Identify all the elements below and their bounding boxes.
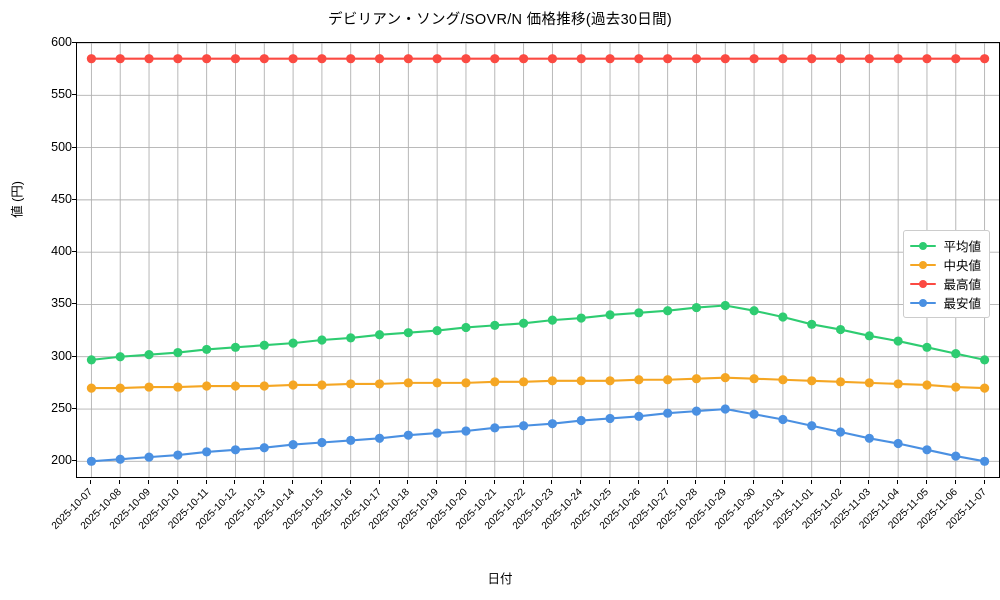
y-tick-mark bbox=[72, 303, 76, 305]
x-tick-mark bbox=[753, 480, 755, 484]
y-tick-mark bbox=[72, 251, 76, 253]
legend-label: 平均値 bbox=[943, 240, 981, 254]
x-tick-mark bbox=[580, 480, 582, 484]
y-axis-tick-labels: 200 250 300 350 400 450 500 550 600 bbox=[14, 35, 76, 478]
x-tick-mark bbox=[695, 480, 697, 484]
y-tick-mark bbox=[72, 42, 76, 43]
x-tick-mark bbox=[263, 480, 265, 484]
x-tick-mark bbox=[637, 480, 639, 484]
x-tick-mark bbox=[522, 480, 524, 484]
legend-item-3[interactable]: 最安値 bbox=[910, 293, 981, 312]
y-tick-label: 450 bbox=[51, 191, 72, 206]
y-tick-label: 250 bbox=[51, 401, 72, 416]
legend-marker-icon bbox=[910, 259, 937, 271]
x-tick-mark bbox=[551, 480, 553, 484]
x-tick-mark bbox=[868, 480, 870, 484]
x-tick-mark bbox=[176, 480, 178, 484]
plot-svg bbox=[77, 43, 999, 477]
y-tick-label: 500 bbox=[51, 139, 72, 154]
x-tick-mark bbox=[464, 480, 466, 484]
x-tick-mark bbox=[897, 480, 899, 484]
x-tick-mark bbox=[925, 480, 927, 484]
y-tick-label: 600 bbox=[51, 35, 72, 49]
legend-label: 中央値 bbox=[943, 259, 981, 273]
y-tick-label: 200 bbox=[51, 453, 72, 468]
y-tick-mark bbox=[72, 355, 76, 357]
legend-item-2[interactable]: 最高値 bbox=[910, 274, 981, 293]
y-tick-mark bbox=[72, 408, 76, 410]
x-tick-mark bbox=[349, 480, 351, 484]
x-tick-mark bbox=[320, 480, 322, 484]
legend-label: 最高値 bbox=[943, 278, 981, 292]
x-tick-mark bbox=[90, 480, 92, 484]
x-tick-mark bbox=[378, 480, 380, 484]
x-tick-mark bbox=[983, 480, 985, 484]
plot-area bbox=[76, 42, 1000, 478]
legend-item-1[interactable]: 中央値 bbox=[910, 255, 981, 274]
chart-legend: 平均値中央値最高値最安値 bbox=[903, 230, 990, 318]
x-tick-mark bbox=[234, 480, 236, 484]
y-tick-mark bbox=[72, 146, 76, 148]
y-tick-mark bbox=[72, 460, 76, 462]
x-tick-mark bbox=[407, 480, 409, 484]
x-axis-title: 日付 bbox=[487, 572, 513, 586]
x-tick-mark bbox=[436, 480, 438, 484]
y-tick-label: 400 bbox=[51, 244, 72, 259]
legend-marker-icon bbox=[910, 297, 937, 309]
x-tick-mark bbox=[148, 480, 150, 484]
x-tick-mark bbox=[666, 480, 668, 484]
y-tick-mark bbox=[72, 198, 76, 200]
y-axis-title: 値 (円) bbox=[10, 181, 25, 218]
y-tick-mark bbox=[72, 94, 76, 96]
legend-label: 最安値 bbox=[943, 297, 981, 311]
y-tick-label: 350 bbox=[51, 296, 72, 311]
x-tick-mark bbox=[205, 480, 207, 484]
x-axis-tick-labels: 2025-10-07 2025-10-08 2025-10-09 2025-10-10… bbox=[50, 480, 1000, 564]
legend-marker-icon bbox=[910, 240, 937, 252]
x-tick-mark bbox=[292, 480, 294, 484]
legend-item-0[interactable]: 平均値 bbox=[910, 236, 981, 255]
x-tick-mark bbox=[493, 480, 495, 484]
x-tick-mark bbox=[810, 480, 812, 484]
x-tick-mark bbox=[609, 480, 611, 484]
legend-marker-icon bbox=[910, 278, 937, 290]
x-tick-mark bbox=[839, 480, 841, 484]
y-tick-label: 300 bbox=[51, 348, 72, 363]
x-tick-mark bbox=[724, 480, 726, 484]
x-tick-mark bbox=[781, 480, 783, 484]
y-tick-label: 550 bbox=[51, 87, 72, 102]
chart-title: デビリアン・ソング/SOVR/N 価格推移(過去30日間) bbox=[327, 12, 673, 28]
x-tick-mark bbox=[954, 480, 956, 484]
x-tick-mark bbox=[119, 480, 121, 484]
